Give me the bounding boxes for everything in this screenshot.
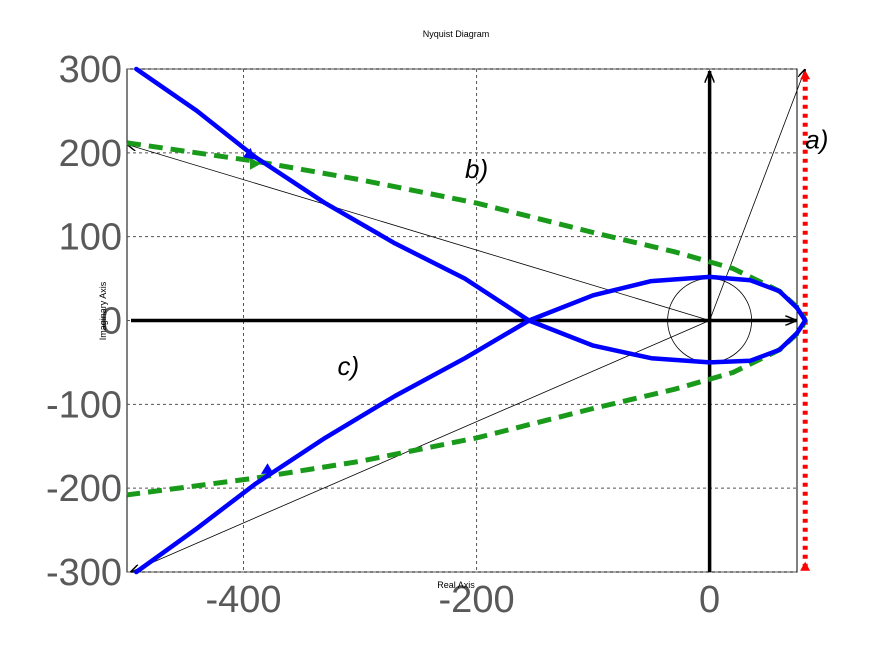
series-c-direction-arrow [242,147,256,160]
series-b-direction-arrow [250,157,261,170]
curve-annotation: a) [805,125,828,155]
y-tick-label: 0 [101,301,122,343]
helper-vector [130,320,710,573]
curve-annotation: c) [338,351,360,381]
chart-title: Nyquist Diagram [423,29,490,39]
x-tick-label: -200 [439,579,515,621]
series-c-direction-arrow [261,463,274,474]
y-tick-label: -100 [46,384,122,426]
y-tick-label: -300 [46,552,122,594]
x-tick-label: 0 [699,579,720,621]
y-tick-label: -200 [46,468,122,510]
series-a-end-marker [800,70,811,80]
curve-annotation: b) [465,154,488,184]
tick-layer: -400 -200 0 300 200 100 0 -100 -200 -300 [46,49,720,621]
y-tick-label: 200 [59,133,122,175]
x-tick-label: -400 [205,579,281,621]
axes-layer [131,71,797,572]
y-tick-label: 300 [59,49,122,91]
series-a-start-marker [800,561,811,571]
annotation-layer: a) b) c) [338,125,829,381]
y-axis-label: Imaginary Axis [98,281,108,340]
series-layer [126,66,811,575]
x-axis-label: Real Axis [437,580,475,590]
series-c-line [134,66,808,575]
y-tick-label: 100 [59,217,122,259]
